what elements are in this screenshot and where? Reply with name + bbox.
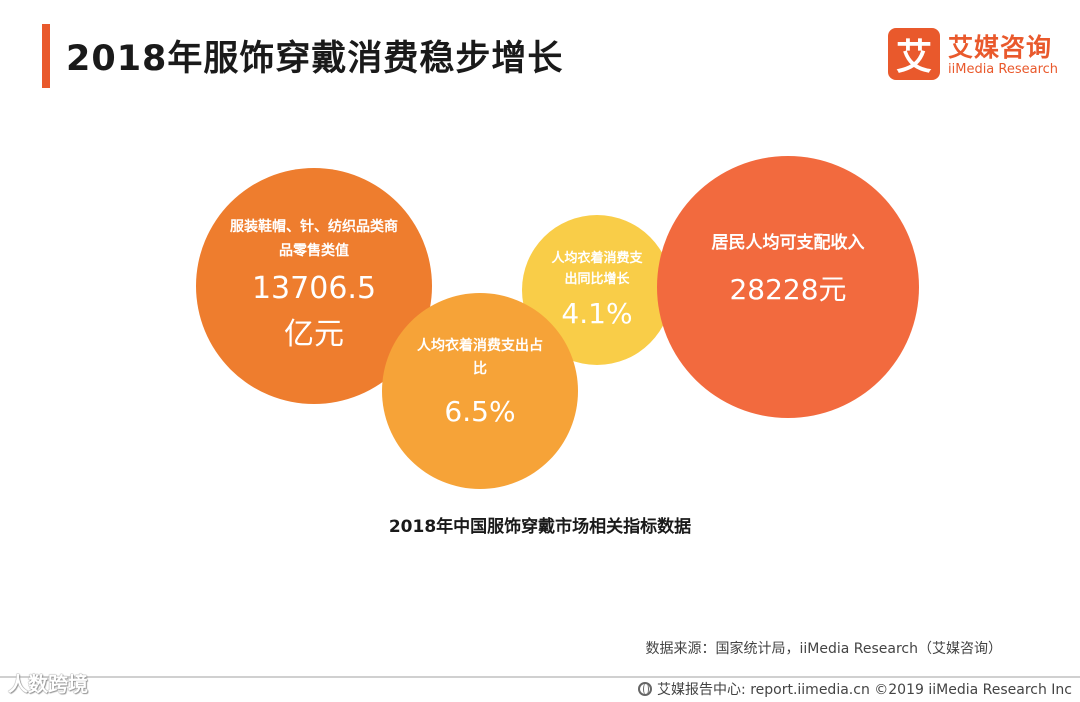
bubble-value: 13706.5: [251, 270, 377, 306]
logo-name-cn: 艾媒咨询: [948, 33, 1053, 62]
iimedia-logo: 艾 艾媒咨询 iiMedia Research: [888, 28, 1060, 84]
footer-text: 艾媒报告中心: report.iimedia.cn ©2019 iiMedia …: [657, 682, 1072, 698]
footer: 艾媒报告中心: report.iimedia.cn ©2019 iiMedia …: [638, 679, 1072, 699]
globe-icon: [638, 682, 653, 696]
bubble-retail-sales: 服装鞋帽、针、纺织品类商品零售类值 13706.5 亿元: [196, 168, 432, 404]
logo-name-en: iiMedia Research: [948, 62, 1059, 77]
bubble-label: 人均衣着消费支出同比增长: [551, 250, 643, 288]
bubble-unit: 亿元: [284, 317, 344, 353]
title-accent-bar: [42, 24, 50, 88]
page-title: 2018年服饰穿戴消费稳步增长: [66, 39, 564, 79]
bubble-value: 4.1%: [561, 296, 633, 330]
data-source: 数据来源：国家统计局，iiMedia Research（艾媒咨询）: [645, 641, 1003, 657]
bubble-label: 人均衣着消费支出占比: [417, 338, 543, 378]
bubble-clothing-spending-ratio: 人均衣着消费支出占比 6.5%: [382, 293, 578, 489]
diagram-caption: 2018年中国服饰穿戴市场相关指标数据: [388, 517, 692, 537]
bubble-label: 居民人均可支配收入: [711, 233, 865, 254]
bubble-label: 服装鞋帽、针、纺织品类商品零售类值: [230, 219, 398, 259]
bubble-value: 28228元: [729, 273, 847, 307]
logo-mark: 艾: [888, 28, 940, 80]
bubble-value: 6.5%: [444, 395, 516, 429]
footer-divider: [0, 676, 1080, 678]
bubble-disposable-income: 居民人均可支配收入 28228元: [657, 156, 919, 418]
watermark: 人数跨境: [8, 672, 88, 696]
